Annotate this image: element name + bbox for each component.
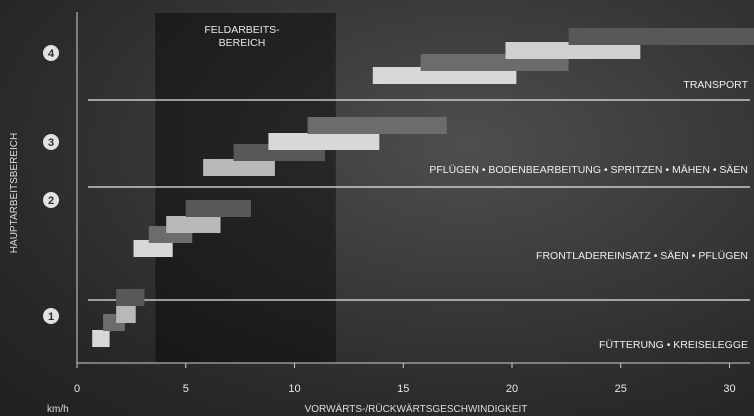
field-work-label-line2: BEREICH	[219, 37, 266, 49]
speed-range-bar	[116, 289, 145, 306]
speed-range-bar	[133, 240, 173, 257]
speed-range-bar	[505, 42, 641, 59]
speed-range-bar	[307, 117, 447, 134]
group-label: TRANSPORT	[683, 79, 748, 91]
x-tick-label: 10	[288, 383, 300, 395]
gear-range-number: 2	[48, 195, 54, 207]
speed-range-bar	[166, 216, 221, 233]
speed-range-bar	[116, 306, 136, 323]
gear-range-number: 1	[48, 311, 54, 323]
speed-range-bar	[568, 28, 754, 45]
speed-range-bar	[185, 200, 251, 217]
x-tick-label: 30	[723, 383, 735, 395]
x-tick-label: 20	[506, 383, 518, 395]
x-tick-label: 0	[74, 383, 80, 395]
x-tick-label: 15	[397, 383, 409, 395]
speed-bars	[92, 28, 754, 347]
field-work-zone	[155, 13, 336, 363]
gear-range-badge	[43, 308, 59, 324]
x-axis-title: VORWÄRTS-/RÜCKWÄRTSGESCHWINDIGKEIT	[305, 403, 528, 415]
x-tick-label: 25	[615, 383, 627, 395]
gear-range-number: 4	[48, 48, 55, 60]
speed-range-bar	[372, 67, 517, 84]
group-label: FRONTLADEREINSATZ • SÄEN • PFLÜGEN	[536, 250, 748, 262]
y-axis-title: HAUPTARBEITSBEREICH	[9, 133, 20, 253]
x-axis-unit: km/h	[47, 404, 69, 415]
gear-range-badge	[43, 134, 59, 150]
group-label: FÜTTERUNG • KREISELEGGE	[599, 339, 748, 351]
field-work-label-line1: FELDARBEITS-	[204, 24, 280, 36]
speed-range-bar	[203, 159, 275, 176]
gear-range-numbers: 1 2 3 4	[43, 45, 59, 324]
x-tick-label: 5	[183, 383, 189, 395]
group-label: PFLÜGEN • BODENBEARBEITUNG • SPRITZEN • …	[429, 164, 748, 176]
gear-range-badge	[43, 192, 59, 208]
gear-range-number: 3	[48, 137, 54, 149]
x-ticks: 0510152025303540	[74, 363, 736, 395]
group-separators	[88, 99, 750, 301]
gear-range-badge	[43, 45, 59, 61]
speed-range-bar	[92, 330, 110, 347]
group-labels: FÜTTERUNG • KREISELEGGE FRONTLADEREINSATZ…	[429, 79, 748, 351]
speed-range-bar	[268, 133, 380, 150]
